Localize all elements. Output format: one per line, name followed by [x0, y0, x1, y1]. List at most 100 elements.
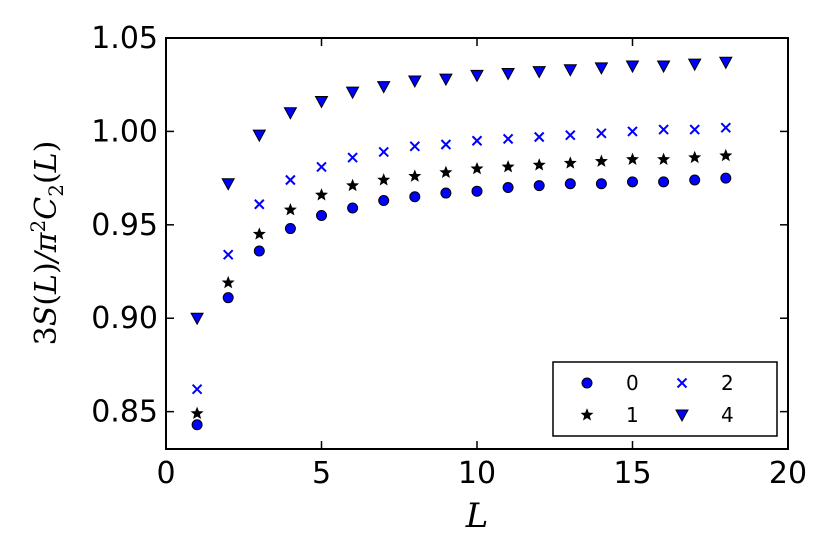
series-2-point [502, 133, 514, 145]
series-0-point [409, 191, 421, 203]
series-4-point [407, 75, 422, 89]
series-1-point [346, 178, 360, 192]
series-2-point [378, 146, 389, 158]
x-axis-label: L [465, 496, 489, 536]
legend-label-2: 2 [721, 371, 734, 395]
data-points [190, 56, 733, 431]
series-4-point [283, 107, 298, 120]
series-2-point [689, 124, 700, 135]
legend-marker-1 [580, 408, 594, 421]
legend-label-0: 0 [626, 371, 639, 395]
x-tick-label: 10 [458, 456, 496, 491]
series-0-point [440, 187, 452, 199]
series-2-point [191, 384, 203, 395]
series-1-point [221, 275, 235, 289]
series-1-point [315, 188, 328, 201]
series-4-point [252, 129, 267, 143]
y-tick-label: 0.85 [91, 395, 158, 430]
series-2-point [440, 139, 452, 150]
series-2-point [285, 174, 296, 186]
series-4-point [625, 60, 640, 74]
legend-label-1: 1 [626, 403, 639, 427]
x-tick-label: 15 [613, 456, 651, 491]
legend-marker-0 [581, 377, 593, 389]
series-0-point [533, 180, 545, 192]
series-0-point [471, 185, 483, 197]
series-4-point [687, 58, 702, 72]
series-1-point [626, 152, 639, 165]
series-1-point [252, 227, 266, 240]
x-tick-label: 20 [769, 456, 807, 491]
series-0-point [595, 178, 607, 190]
series-0-point [689, 174, 701, 186]
y-axis-ticks: 0.85 0.90 0.95 1.00 1.05 [91, 21, 788, 430]
series-1-point [283, 203, 297, 216]
series-2-point [658, 124, 669, 135]
series-1-point [377, 173, 391, 186]
series-1-point [190, 406, 204, 420]
series-1-point [688, 150, 702, 164]
series-2-point [596, 128, 607, 139]
series-0-point [564, 178, 576, 190]
y-axis-label: 3S(L)/π2C2(L) [26, 141, 68, 346]
series-1-point [657, 152, 671, 165]
series-2-point [222, 249, 234, 260]
series-0-point [347, 202, 359, 214]
series-0-point [222, 292, 234, 304]
legend-items: 0 1 2 4 [580, 371, 734, 427]
series-4-point [221, 178, 236, 191]
series-0-point [253, 245, 265, 257]
x-tick-label: 5 [312, 456, 331, 491]
series-1-point [470, 161, 484, 175]
series-4-point [439, 73, 453, 87]
series-2-point [533, 131, 545, 143]
y-tick-label: 1.05 [91, 21, 158, 56]
series-1-point [594, 154, 608, 167]
legend-label-4: 4 [721, 403, 734, 427]
series-1-point [532, 158, 546, 171]
series-4-point [345, 86, 360, 100]
series-1-point [501, 160, 515, 173]
series-2-point [627, 126, 638, 137]
series-1-point [563, 156, 577, 169]
series-4-point [470, 69, 484, 83]
series-2-point [409, 141, 421, 152]
series-0-point [191, 419, 203, 431]
legend-marker-4 [675, 409, 689, 423]
series-0-point [658, 176, 670, 188]
series-4-point [501, 67, 515, 81]
y-tick-label: 0.90 [91, 301, 158, 336]
legend-marker-2 [676, 377, 688, 389]
legend: 0 1 2 4 [552, 361, 778, 437]
series-1-point [408, 169, 422, 182]
series-2-point [254, 199, 265, 210]
series-2-point [720, 122, 732, 133]
series-4-point [656, 60, 671, 74]
series-4-point [314, 96, 329, 109]
series-4-point [376, 81, 391, 94]
x-tick-label: 0 [156, 456, 175, 491]
y-tick-label: 0.95 [91, 208, 158, 243]
series-2-point [316, 161, 327, 173]
series-4-point [532, 66, 547, 79]
y-tick-label: 1.00 [91, 114, 158, 149]
series-4-point [718, 56, 733, 70]
series-2-point [471, 135, 483, 146]
series-0-point [720, 172, 732, 184]
series-2-point [565, 129, 576, 141]
series-0-point [627, 176, 638, 188]
legend-box [552, 361, 778, 437]
svg-text:3S(L)/π2C2(L): 3S(L)/π2C2(L) [26, 141, 68, 346]
series-4-point [563, 64, 578, 77]
series-4-point [594, 62, 609, 75]
series-0-point [284, 223, 296, 235]
series-2-point [347, 152, 358, 163]
series-4-point [190, 312, 204, 326]
series-0-point [316, 209, 327, 221]
x-axis-ticks: 0 5 10 15 20 [156, 38, 807, 491]
series-1-point [439, 165, 453, 179]
series-0-point [378, 195, 390, 207]
series-0-point [502, 181, 514, 193]
series-1-point [719, 148, 733, 162]
